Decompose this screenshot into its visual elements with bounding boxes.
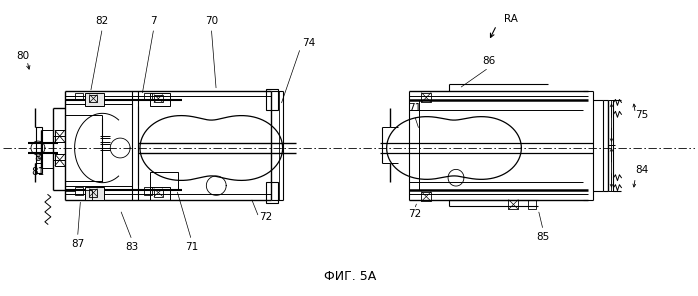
Text: 81: 81	[31, 167, 45, 177]
Text: 8: 8	[35, 153, 41, 163]
Bar	[84, 190, 92, 200]
Bar	[528, 200, 536, 209]
Bar	[154, 189, 163, 197]
Text: 72: 72	[259, 212, 272, 222]
Bar	[150, 187, 170, 200]
Bar	[266, 89, 278, 110]
Text: 70: 70	[205, 16, 218, 26]
Text: ФИГ. 5А: ФИГ. 5А	[324, 270, 376, 283]
Bar	[144, 93, 152, 100]
Bar	[144, 187, 152, 194]
Bar	[75, 187, 82, 194]
Text: 74: 74	[302, 38, 315, 48]
Bar	[154, 94, 163, 102]
Bar	[89, 94, 98, 102]
Bar	[54, 154, 65, 166]
Bar	[150, 172, 177, 190]
Text: RA: RA	[503, 14, 517, 24]
Text: 71: 71	[185, 242, 198, 252]
Bar	[89, 189, 98, 197]
Text: 86: 86	[482, 56, 496, 66]
Text: 87: 87	[71, 239, 84, 249]
Bar	[75, 93, 82, 100]
Bar	[36, 127, 42, 173]
Text: 82: 82	[96, 16, 109, 26]
Bar	[422, 93, 431, 102]
Text: 7: 7	[151, 16, 157, 26]
Bar	[422, 192, 431, 202]
Bar	[84, 187, 104, 200]
Bar	[54, 130, 65, 142]
Text: 75: 75	[636, 110, 649, 120]
Text: 72: 72	[408, 209, 421, 219]
Text: 84: 84	[636, 165, 649, 175]
Bar	[150, 93, 170, 106]
Bar	[84, 93, 104, 106]
Bar	[508, 200, 519, 209]
Bar	[266, 182, 278, 203]
Text: 83: 83	[126, 242, 139, 252]
Text: 80: 80	[17, 51, 29, 61]
Text: 71: 71	[408, 103, 421, 113]
Text: 85: 85	[537, 232, 550, 242]
